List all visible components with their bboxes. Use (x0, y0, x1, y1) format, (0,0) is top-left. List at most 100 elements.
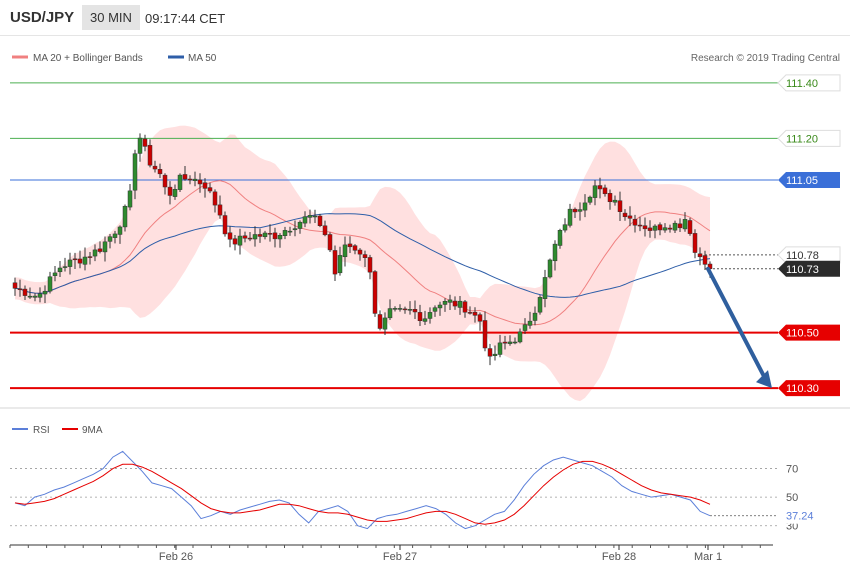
candle-body (302, 216, 308, 224)
price-tags: 111.40 111.20 111.05 110.78 110.73 110.50 110.… (777, 74, 841, 397)
candle-body (117, 226, 123, 235)
candle-body (562, 224, 568, 231)
candle (307, 209, 313, 224)
candle (137, 133, 143, 162)
candle (587, 195, 593, 205)
candle-body (147, 145, 153, 166)
candle-body (337, 255, 343, 274)
candle-body (422, 318, 428, 322)
candle (392, 306, 398, 312)
candle (157, 163, 163, 178)
rsi-tick-label: 70 (786, 464, 798, 476)
candle (117, 225, 123, 244)
candle (337, 246, 343, 276)
price-tag-bg (777, 246, 841, 264)
candle-body (317, 215, 323, 226)
candle-body (622, 212, 628, 218)
candle (582, 194, 588, 218)
bollinger-band (15, 125, 710, 402)
candle-body (627, 215, 633, 219)
candle (672, 220, 678, 233)
candle-body (257, 234, 263, 237)
candle (57, 260, 63, 277)
candle-body (407, 309, 413, 311)
candle (287, 226, 293, 236)
price-tag-target: 111.40 (777, 74, 841, 92)
candle (282, 226, 288, 240)
candle-body (467, 312, 473, 314)
candle-body (17, 288, 23, 291)
candle-body (662, 227, 668, 231)
candle (657, 222, 663, 236)
price-tag-target: 111.20 (777, 129, 841, 147)
candle (102, 236, 108, 262)
candle-body (442, 301, 448, 305)
candle-body (157, 169, 163, 175)
timeframe-button[interactable]: 30 MIN (82, 5, 140, 30)
candle-body (222, 215, 228, 235)
candle (397, 304, 403, 312)
price-tag-text: 111.40 (786, 78, 818, 90)
candle (72, 252, 78, 269)
candle-body (417, 312, 423, 322)
candle (147, 139, 153, 168)
candle (477, 312, 483, 331)
price-tag-text: 110.50 (786, 328, 819, 340)
candle (277, 233, 283, 248)
candle-body (522, 324, 528, 331)
price-tag-bg (777, 74, 841, 92)
candle (22, 285, 28, 300)
price-tag-text: 111.05 (786, 175, 818, 187)
candle (692, 229, 698, 259)
candle-body (322, 225, 328, 236)
candle (457, 296, 463, 315)
candle (402, 306, 408, 314)
candle-body (197, 179, 203, 185)
candle-body (92, 249, 98, 257)
candle-body (547, 259, 553, 278)
candle (122, 204, 128, 232)
symbol-label: USD/JPY (10, 9, 75, 26)
price-tag-pivot: 111.05 (778, 172, 840, 188)
candle (352, 244, 358, 255)
candle (207, 182, 213, 194)
candle-body (642, 225, 648, 230)
candle-body (532, 312, 538, 321)
candle-body (477, 314, 483, 322)
candle (497, 334, 503, 358)
candle-body (217, 204, 223, 216)
candle-body (487, 348, 493, 357)
candle-body (657, 224, 663, 231)
price-tag-bg (778, 260, 840, 277)
candle (702, 250, 708, 270)
candle-body (137, 137, 143, 154)
candle-body (22, 288, 28, 296)
candle (552, 240, 558, 271)
candle (87, 251, 93, 265)
candle-body (517, 331, 523, 343)
candle-body (237, 235, 243, 246)
candle (527, 311, 533, 329)
candle (272, 227, 278, 248)
candle-body (667, 227, 673, 230)
candle (662, 223, 668, 233)
candle-body (142, 138, 148, 147)
candle (442, 298, 448, 312)
candle (427, 307, 433, 324)
candle-body (42, 290, 48, 295)
candle-body (502, 341, 508, 344)
candle-body (452, 300, 458, 307)
main-plot: 111.40 111.20 111.05 110.78 110.73 110.50 110.… (10, 74, 841, 402)
candle (407, 301, 413, 315)
candle-body (557, 230, 563, 246)
candle (167, 181, 173, 205)
candle (317, 213, 323, 228)
candle-body (297, 221, 303, 229)
candle (177, 173, 183, 193)
candle (12, 277, 18, 296)
candle (267, 224, 273, 242)
candle-body (247, 237, 253, 240)
candle-body (377, 314, 383, 329)
candle-body (272, 232, 278, 240)
